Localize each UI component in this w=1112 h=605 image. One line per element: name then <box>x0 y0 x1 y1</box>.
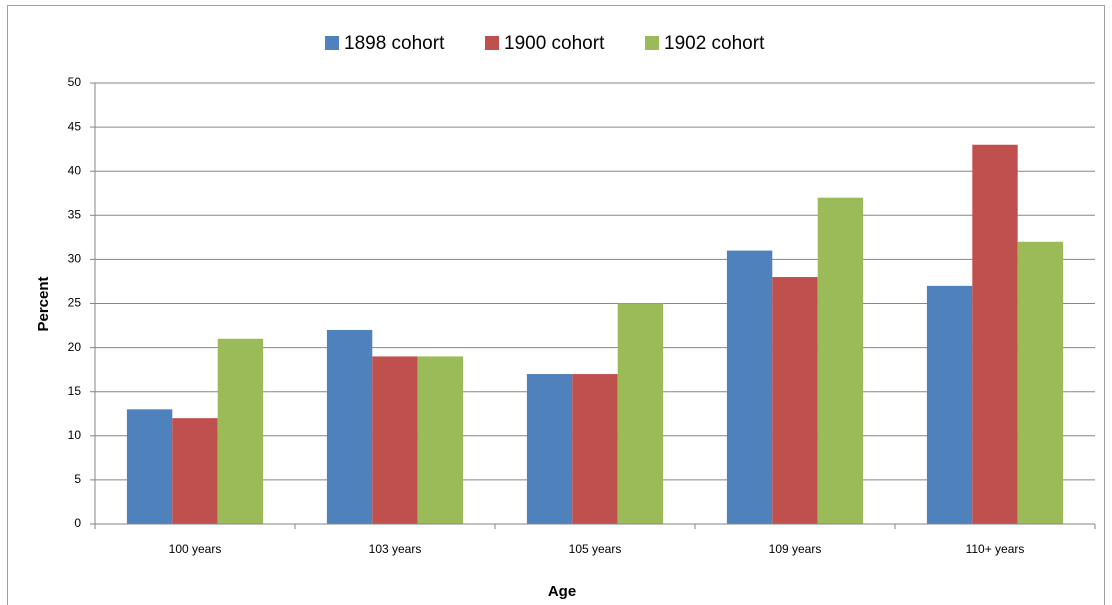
bar <box>617 303 664 524</box>
bar <box>972 144 1018 525</box>
y-tick-label: 25 <box>68 296 82 310</box>
bar <box>417 356 464 524</box>
x-tick-label: 103 years <box>369 542 422 556</box>
y-tick-label: 10 <box>68 428 82 442</box>
y-tick-label: 20 <box>68 340 82 354</box>
y-tick-label: 30 <box>68 252 82 266</box>
bar <box>326 329 373 524</box>
x-tick-label: 109 years <box>769 542 822 556</box>
bar <box>926 285 973 524</box>
legend-text: 1898 cohort <box>344 33 445 54</box>
bar <box>726 250 773 524</box>
legend-swatch <box>485 36 499 50</box>
bar <box>126 409 173 524</box>
bar <box>772 277 818 524</box>
bar <box>817 197 864 524</box>
x-tick-label: 105 years <box>569 542 622 556</box>
y-tick-label: 45 <box>68 119 82 133</box>
legend-swatch <box>645 36 659 50</box>
x-axis-title: Age <box>548 583 576 600</box>
legend-text: 1902 cohort <box>664 33 765 54</box>
x-tick-label: 100 years <box>169 542 222 556</box>
bar <box>526 374 573 524</box>
bar <box>217 338 264 524</box>
legend-text: 1900 cohort <box>504 33 605 54</box>
bar <box>172 418 218 524</box>
y-axis-title: Percent <box>35 276 52 331</box>
y-tick-label: 40 <box>68 163 82 177</box>
y-tick-label: 35 <box>68 207 82 221</box>
x-tick-label: 110+ years <box>966 542 1025 556</box>
bar <box>1017 241 1064 524</box>
y-tick-label: 50 <box>68 75 82 89</box>
bar <box>572 374 618 524</box>
y-tick-label: 15 <box>68 384 82 398</box>
bar <box>372 356 418 524</box>
y-tick-label: 0 <box>74 516 81 530</box>
y-tick-label: 5 <box>74 472 81 486</box>
legend-swatch <box>325 36 339 50</box>
